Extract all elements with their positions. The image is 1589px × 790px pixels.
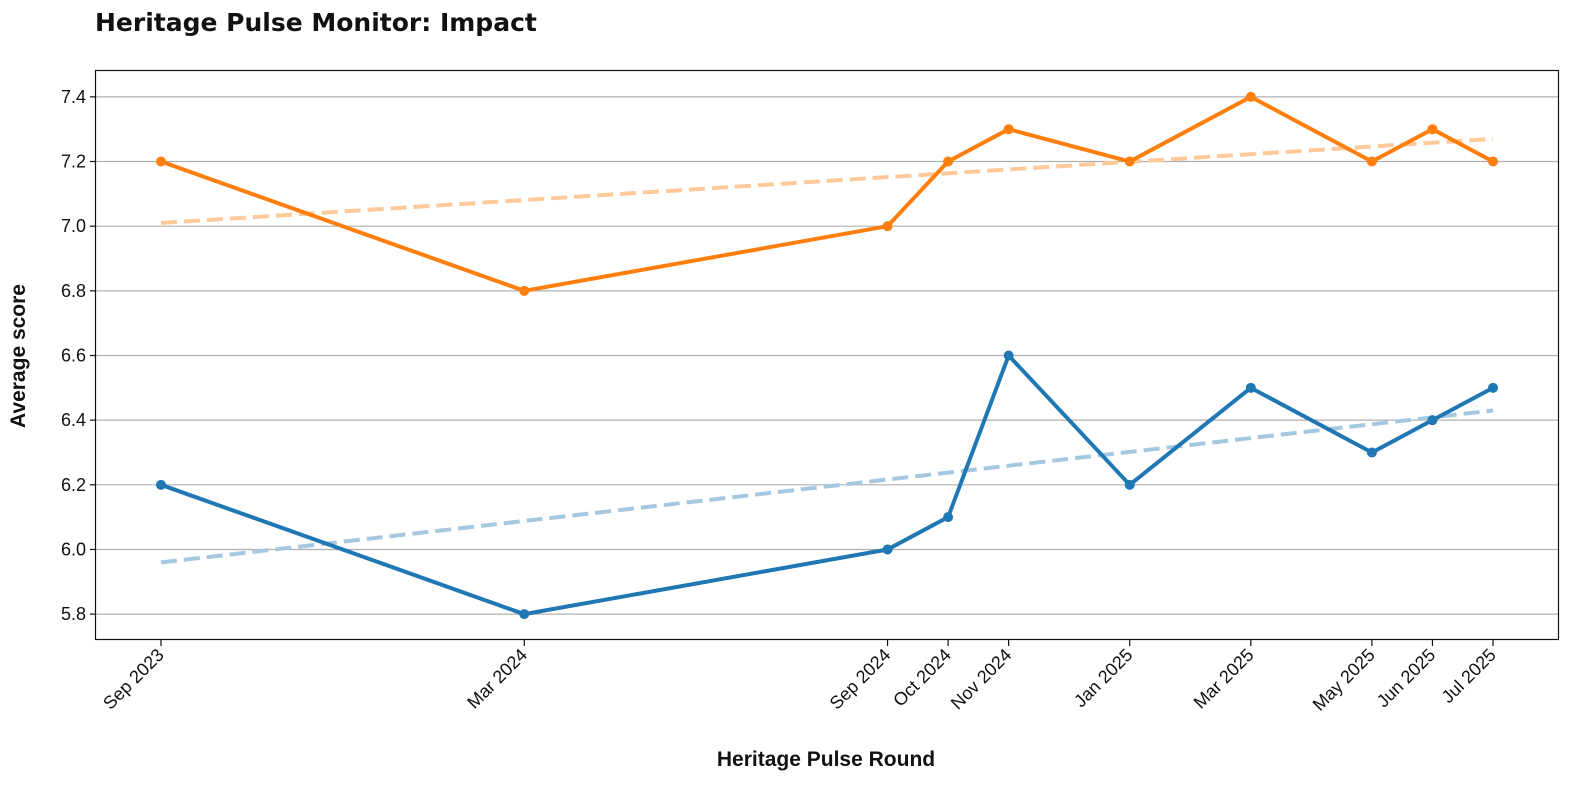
y-axis-label: Average score [7, 284, 30, 428]
x-tick-label: Mar 2024 [463, 645, 531, 713]
data-point [943, 156, 954, 167]
data-point [1488, 156, 1498, 167]
data-point [1427, 415, 1438, 426]
y-tick-label: 6.0 [61, 539, 86, 559]
data-point [156, 156, 166, 167]
x-tick-label: Sep 2024 [826, 645, 895, 714]
trend-line-0 [160, 136, 1494, 225]
y-gridlines [96, 96, 1559, 615]
data-point [943, 512, 954, 523]
data-point [1124, 479, 1135, 490]
chart-title: Heritage Pulse Monitor: Impact [95, 8, 537, 37]
data-point [1488, 382, 1498, 393]
x-tick-label: May 2025 [1309, 645, 1379, 715]
x-tick-label: Oct 2024 [889, 645, 955, 711]
y-tick-label: 5.8 [61, 604, 86, 624]
series-line-1 [159, 353, 1495, 617]
data-point [1245, 91, 1256, 102]
y-tick-label: 7.4 [61, 87, 86, 107]
x-tick-label: Jul 2025 [1438, 645, 1500, 707]
data-point [1427, 124, 1438, 135]
data-point [1366, 156, 1377, 167]
series-lines [159, 94, 1495, 617]
data-point [1124, 156, 1135, 167]
data-point [519, 609, 530, 620]
y-tick-label: 7.2 [61, 152, 86, 172]
x-tick-label: Mar 2025 [1190, 645, 1258, 713]
series-points [156, 91, 1498, 620]
x-tick-label: Jun 2025 [1373, 645, 1440, 712]
data-point [882, 221, 893, 232]
x-tick-label: Sep 2023 [99, 645, 168, 714]
x-tick-label: Jan 2025 [1070, 645, 1137, 712]
y-tick-label: 6.2 [61, 475, 86, 495]
trend-line-1 [160, 408, 1494, 565]
x-axis-label: Heritage Pulse Round [717, 748, 935, 771]
data-point [156, 479, 166, 490]
trend-lines [160, 136, 1494, 565]
data-point [1366, 447, 1377, 458]
x-tick-label: Nov 2024 [947, 645, 1016, 714]
y-tick-label: 6.8 [61, 281, 86, 301]
y-tick-label: 7.0 [61, 216, 86, 236]
data-point [1245, 382, 1256, 393]
y-tick-label: 6.4 [61, 410, 86, 430]
y-tick-label: 6.6 [61, 346, 86, 366]
data-point [519, 285, 530, 296]
y-axis: 5.8 6.0 6.2 6.4 6.6 6.8 7.0 7.2 7.4 [61, 87, 96, 624]
series-line-0 [159, 94, 1495, 293]
data-point [1003, 124, 1014, 135]
data-point [882, 544, 893, 555]
data-point [1003, 350, 1014, 361]
